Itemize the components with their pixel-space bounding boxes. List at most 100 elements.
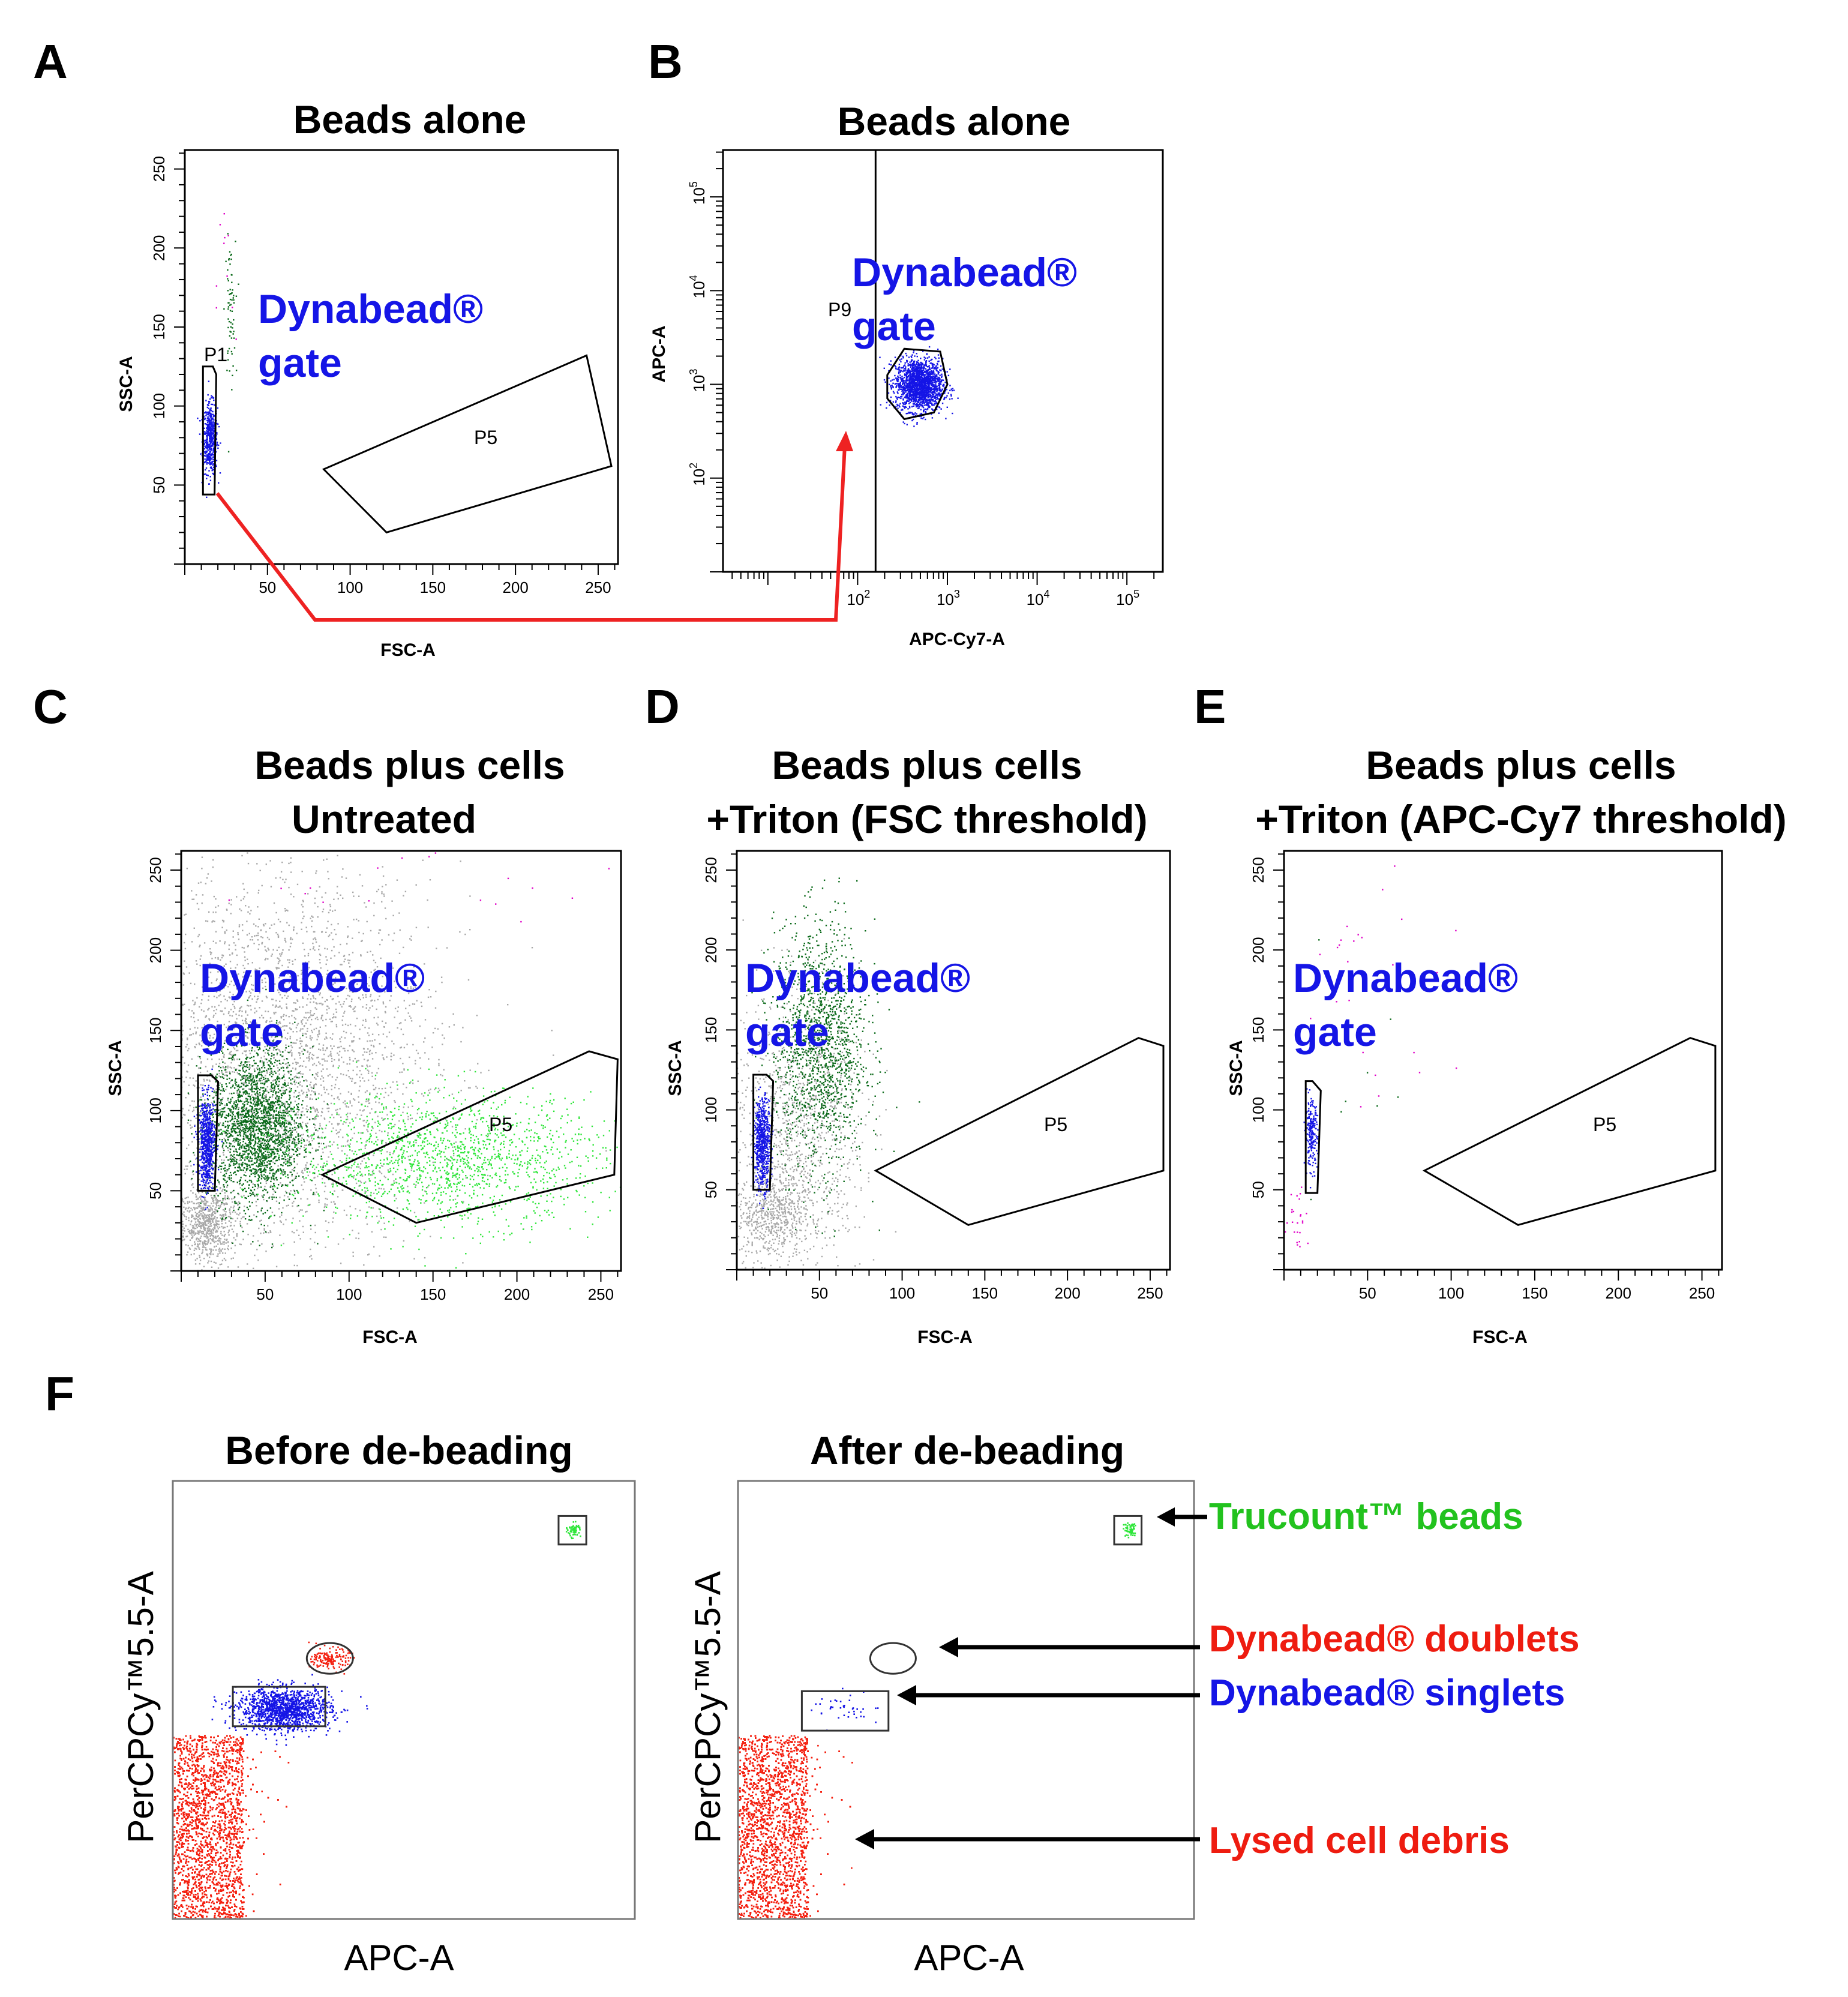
event [280,1142,283,1144]
event [913,385,914,387]
event [234,1007,236,1009]
event [337,1124,339,1126]
event [184,947,187,950]
event [934,389,936,391]
event [910,412,911,413]
event [902,392,904,394]
event [919,376,920,378]
event [117,1114,118,1116]
event [308,1057,310,1059]
event [227,1067,229,1069]
event [221,1090,224,1092]
event [218,1059,220,1060]
event [292,1042,294,1044]
event [452,1155,455,1156]
event [260,1219,262,1221]
event [936,368,938,370]
event [362,932,364,935]
event [367,1060,368,1062]
event [193,1021,196,1023]
event [281,1118,284,1120]
event [928,402,930,404]
event [293,1160,295,1162]
event [920,386,922,388]
event [919,381,922,383]
event [934,397,937,399]
event [917,387,919,389]
event [251,1048,253,1050]
event [226,929,227,931]
event [212,443,214,446]
event [922,418,924,419]
event [251,1111,253,1114]
event [230,1009,232,1011]
event [181,1288,182,1290]
event [361,940,362,942]
event [314,1119,316,1120]
event [305,1066,307,1068]
event [936,397,938,398]
event [464,933,466,935]
event [199,946,200,947]
event [208,421,211,422]
event [375,1132,377,1134]
event [272,1194,274,1195]
event [358,1101,360,1103]
event [353,895,355,897]
event [922,382,924,384]
event [251,1110,253,1111]
event [919,402,921,404]
event [137,1081,139,1083]
event [309,1256,311,1258]
event [237,933,239,935]
event [227,1012,230,1015]
event [935,393,937,395]
event [295,1002,296,1004]
event [949,368,951,370]
event [208,423,209,425]
event [216,433,218,435]
event [319,1123,321,1125]
event [908,386,911,388]
event [118,1038,119,1039]
event [325,956,327,958]
event [203,427,205,429]
event [326,1161,328,1162]
event [205,445,207,447]
event [919,367,920,368]
event [239,1157,241,1159]
event [340,1041,341,1043]
event [406,1087,407,1089]
event [206,428,208,430]
event [277,823,278,824]
event [266,1020,268,1022]
event [304,990,307,992]
event [886,401,888,404]
event [373,1089,375,1090]
event [248,1066,251,1068]
event [270,1231,272,1233]
event [233,1028,235,1030]
event [287,1196,289,1198]
event [286,1038,288,1040]
event [195,1080,197,1082]
event [295,1042,297,1044]
event [917,373,919,375]
event [145,1080,146,1081]
event [382,1165,383,1167]
event [916,366,917,368]
event [309,1047,311,1049]
event [229,370,230,372]
event [908,403,910,404]
event [211,880,212,882]
event [206,457,208,459]
event [892,379,893,381]
event [918,385,920,387]
event [213,1090,215,1092]
event [356,1017,358,1020]
event [208,452,210,455]
event [279,1216,281,1218]
event [227,326,229,329]
event [890,388,892,390]
event [259,986,260,988]
